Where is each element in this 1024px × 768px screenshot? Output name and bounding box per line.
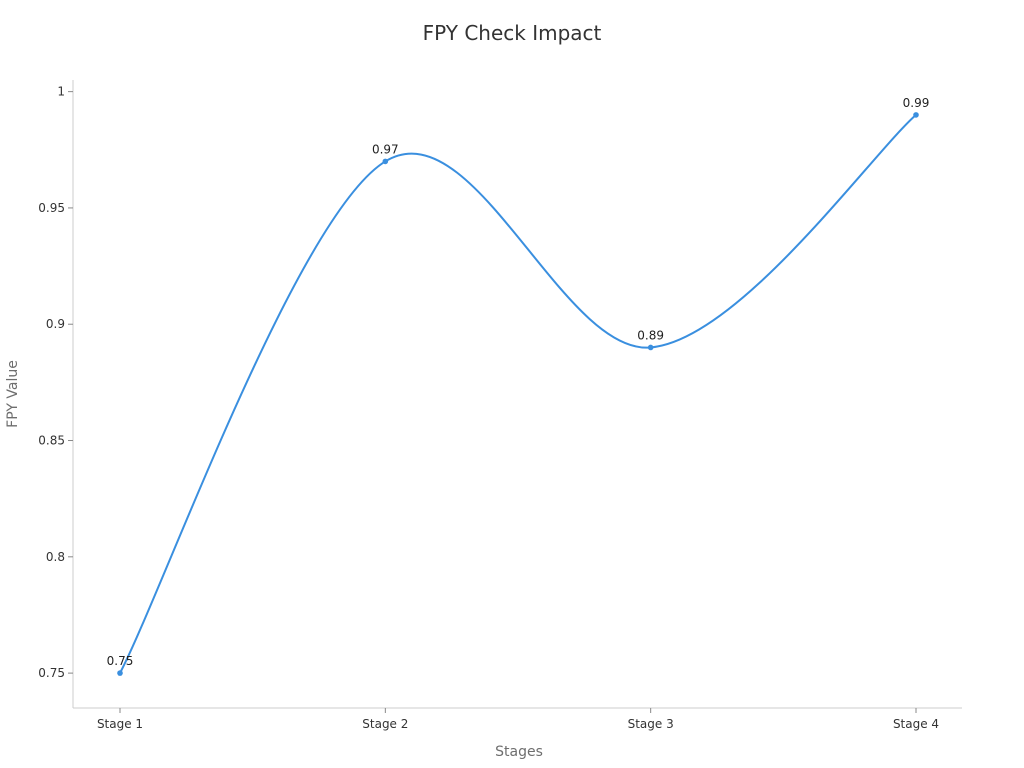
y-axis-ticks: 0.75 0.8 0.85 0.9 0.95 1: [38, 85, 73, 680]
series-layer: [117, 112, 919, 676]
y-tick-label: 0.85: [38, 434, 65, 448]
y-tick-label: 0.95: [38, 201, 65, 215]
data-labels: 0.75 0.97 0.89 0.99: [107, 96, 930, 668]
x-tick-label: Stage 3: [628, 717, 674, 731]
data-point[interactable]: [382, 158, 389, 165]
x-tick-label: Stage 1: [97, 717, 143, 731]
x-tick-label: Stage 4: [893, 717, 939, 731]
chart-title: FPY Check Impact: [423, 21, 602, 45]
data-label: 0.75: [107, 654, 134, 668]
data-point[interactable]: [117, 670, 123, 676]
x-tick-label: Stage 2: [362, 717, 408, 731]
data-label: 0.97: [372, 142, 399, 156]
series-line: [119, 114, 917, 674]
y-tick-label: 0.9: [46, 317, 65, 331]
x-axis-label: Stages: [495, 744, 543, 760]
y-axis-label: FPY Value: [5, 360, 21, 428]
y-tick-label: 1: [57, 85, 65, 99]
data-point[interactable]: [913, 112, 919, 118]
data-point[interactable]: [647, 344, 654, 351]
data-label: 0.89: [637, 328, 664, 342]
y-tick-label: 0.75: [38, 666, 65, 680]
y-tick-label: 0.8: [46, 550, 65, 564]
data-label: 0.99: [903, 96, 930, 110]
x-axis-ticks: Stage 1 Stage 2 Stage 3 Stage 4: [97, 708, 939, 731]
